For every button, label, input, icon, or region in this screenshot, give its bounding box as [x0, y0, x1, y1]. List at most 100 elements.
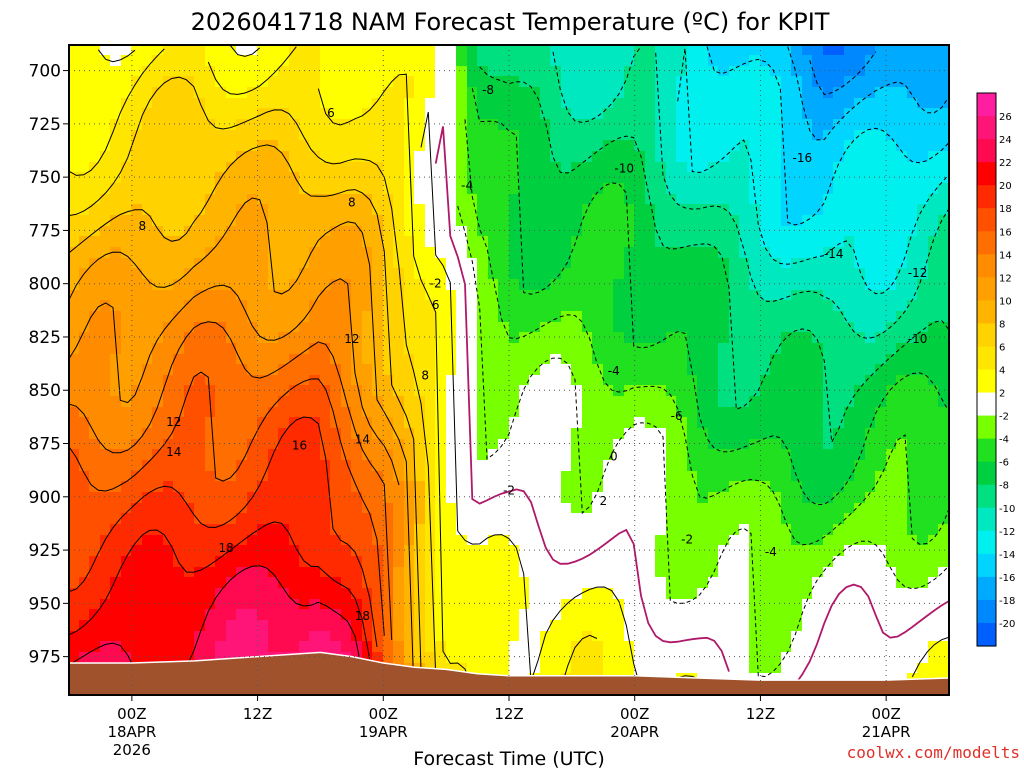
temperature-cell [592, 322, 605, 334]
temperature-cell [309, 236, 322, 249]
temperature-cell [320, 87, 332, 100]
temperature-cell [142, 194, 154, 206]
temperature-cell [907, 140, 919, 153]
temperature-cell [488, 194, 500, 206]
temperature-cell [131, 140, 144, 153]
temperature-cell [519, 428, 531, 441]
temperature-cell [770, 322, 783, 334]
temperature-cell [592, 609, 605, 622]
temperature-cell [509, 588, 521, 601]
temperature-cell [309, 194, 322, 206]
temperature-cell [896, 471, 909, 483]
temperature-cell [519, 354, 531, 366]
temperature-cell [488, 247, 500, 260]
temperature-cell [121, 364, 133, 377]
temperature-cell [425, 98, 437, 110]
temperature-cell [488, 588, 500, 601]
temperature-cell [613, 98, 626, 110]
temperature-cell [69, 322, 81, 334]
temperature-cell [718, 247, 730, 260]
temperature-cell [404, 290, 416, 302]
temperature-cell [812, 236, 825, 249]
temperature-cell [89, 620, 102, 633]
temperature-cell [152, 119, 165, 132]
temperature-cell [131, 449, 144, 462]
temperature-cell [142, 87, 154, 100]
temperature-cell [718, 162, 730, 174]
temperature-cell [561, 300, 573, 313]
temperature-cell [236, 162, 249, 174]
temperature-cell [833, 119, 846, 132]
temperature-cell [446, 375, 458, 387]
temperature-cell [708, 183, 720, 196]
temperature-cell [299, 545, 311, 558]
temperature-cell [152, 343, 165, 356]
temperature-cell [236, 524, 249, 537]
temperature-cell [351, 513, 364, 526]
temperature-cell [729, 66, 741, 78]
temperature-cell [519, 652, 531, 665]
temperature-cell [247, 119, 259, 132]
temperature-cell [215, 513, 228, 526]
temperature-cell [362, 439, 374, 451]
temperature-cell [645, 204, 657, 217]
temperature-cell [634, 151, 647, 164]
temperature-cell [624, 631, 636, 643]
temperature-cell [875, 439, 888, 451]
temperature-cell [592, 599, 605, 611]
temperature-cell [194, 268, 207, 281]
temperature-cell [309, 98, 322, 110]
temperature-cell [121, 535, 133, 547]
temperature-cell [425, 236, 437, 249]
temperature-cell [142, 247, 154, 260]
temperature-cell [299, 641, 311, 654]
temperature-cell [655, 268, 668, 281]
temperature-cell [687, 332, 699, 345]
temperature-cell [697, 172, 710, 185]
temperature-cell [645, 439, 657, 451]
temperature-cell [917, 332, 930, 345]
temperature-cell [844, 599, 856, 611]
temperature-cell [519, 567, 531, 579]
temperature-cell [372, 87, 385, 100]
temperature-cell [582, 322, 594, 334]
temperature-cell [687, 130, 699, 142]
temperature-cell [184, 183, 196, 196]
temperature-cell [896, 417, 909, 430]
temperature-cell [823, 428, 835, 441]
temperature-cell [100, 375, 112, 387]
temperature-cell [498, 588, 510, 601]
temperature-cell [247, 354, 259, 366]
temperature-cell [498, 247, 510, 260]
temperature-cell [194, 45, 207, 57]
temperature-cell [131, 258, 144, 270]
temperature-cell [488, 385, 500, 398]
temperature-cell [781, 652, 793, 665]
temperature-cell [708, 620, 720, 633]
temperature-cell [79, 439, 91, 451]
temperature-cell [456, 183, 469, 196]
temperature-cell [854, 556, 867, 569]
temperature-cell [613, 641, 626, 654]
temperature-cell [299, 556, 311, 569]
temperature-cell [142, 332, 154, 345]
temperature-cell [718, 172, 730, 185]
temperature-cell [529, 396, 542, 409]
temperature-cell [886, 588, 898, 601]
temperature-cell [173, 428, 186, 441]
temperature-cell [173, 151, 186, 164]
temperature-cell [760, 215, 772, 228]
temperature-cell [341, 556, 353, 569]
temperature-cell [749, 258, 762, 270]
temperature-cell [467, 140, 479, 153]
temperature-cell [582, 45, 594, 57]
temperature-cell [184, 87, 196, 100]
temperature-cell [624, 460, 636, 473]
temperature-cell [372, 300, 385, 313]
temperature-cell [194, 162, 207, 174]
temperature-cell [760, 513, 772, 526]
temperature-cell [215, 204, 228, 217]
temperature-cell [823, 417, 835, 430]
temperature-cell [79, 76, 91, 89]
temperature-cell [645, 545, 657, 558]
